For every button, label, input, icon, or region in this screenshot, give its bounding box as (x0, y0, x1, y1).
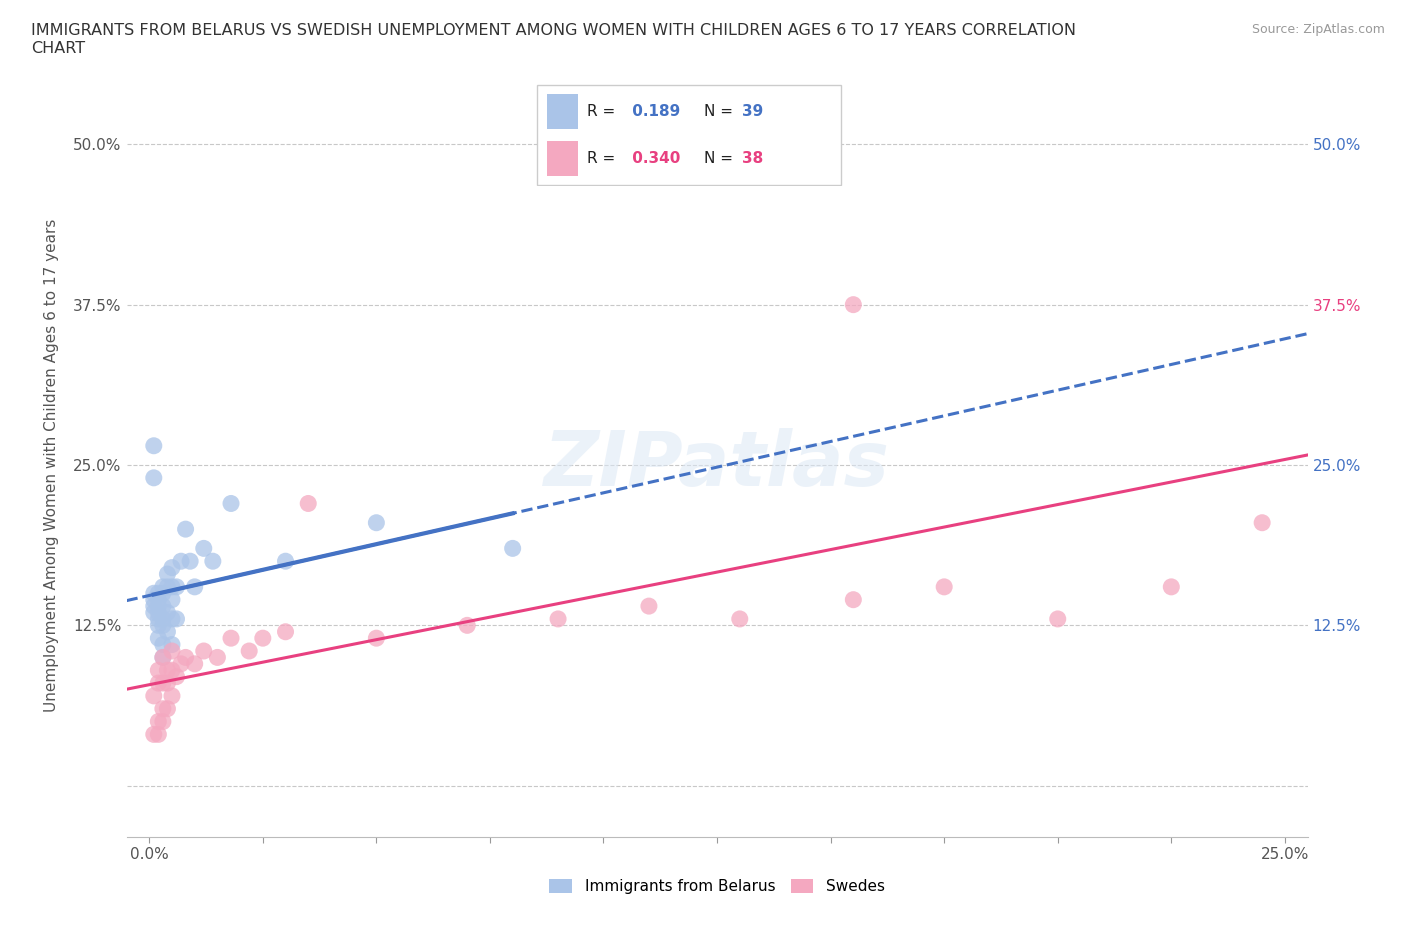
Point (152, 701, 174, 716)
Text: N =: N = (704, 104, 738, 119)
Point (160, 560, 183, 575)
Point (366, 515, 388, 530)
Point (160, 644, 183, 658)
Text: ZIPatlas: ZIPatlas (544, 428, 890, 502)
Point (934, 579, 956, 594)
Point (1251, 515, 1274, 530)
Point (183, 657, 205, 671)
Point (148, 599, 170, 614)
Point (156, 675, 179, 690)
Point (179, 553, 201, 568)
Point (152, 650, 174, 665)
Point (142, 586, 165, 601)
Point (148, 618, 170, 632)
Point (148, 675, 170, 690)
Point (156, 605, 179, 620)
Point (152, 618, 174, 632)
Point (174, 650, 197, 665)
Bar (547, 141, 578, 176)
Point (142, 471, 165, 485)
Text: 0.340: 0.340 (627, 151, 681, 166)
Point (148, 663, 170, 678)
Point (142, 727, 165, 742)
Point (148, 586, 170, 601)
Point (148, 605, 170, 620)
Text: 0.189: 0.189 (627, 104, 681, 119)
Point (193, 644, 215, 658)
Point (152, 599, 174, 614)
Point (166, 579, 188, 594)
Point (207, 650, 229, 665)
Point (152, 612, 174, 627)
Point (156, 624, 179, 639)
Point (152, 675, 174, 690)
Point (160, 637, 183, 652)
Text: 38: 38 (741, 151, 763, 166)
Legend: Immigrants from Belarus, Swedes: Immigrants from Belarus, Swedes (543, 872, 891, 900)
Text: R =: R = (586, 151, 620, 166)
Point (160, 612, 183, 627)
Point (366, 631, 388, 645)
Point (160, 663, 183, 678)
Point (142, 599, 165, 614)
Point (219, 496, 242, 511)
FancyBboxPatch shape (537, 85, 841, 185)
Point (160, 592, 183, 607)
Point (219, 631, 242, 645)
Point (502, 541, 524, 556)
Text: 39: 39 (741, 104, 763, 119)
Point (238, 644, 260, 658)
Point (193, 541, 215, 556)
Point (166, 670, 188, 684)
Point (201, 553, 224, 568)
Point (183, 579, 205, 594)
Point (142, 688, 165, 703)
Point (456, 618, 478, 632)
Text: R =: R = (586, 104, 620, 119)
Point (148, 727, 170, 742)
Point (142, 438, 165, 453)
Point (142, 592, 165, 607)
Point (170, 553, 193, 568)
Point (297, 496, 319, 511)
Text: N =: N = (704, 151, 738, 166)
Y-axis label: Unemployment Among Women with Children Ages 6 to 17 years: Unemployment Among Women with Children A… (45, 219, 59, 711)
Point (274, 624, 297, 639)
Point (170, 657, 193, 671)
Point (160, 579, 183, 594)
Point (152, 586, 174, 601)
Point (1160, 579, 1182, 594)
Point (148, 631, 170, 645)
Point (547, 612, 569, 627)
Point (142, 605, 165, 620)
Point (166, 612, 188, 627)
Point (152, 650, 174, 665)
Point (156, 566, 179, 581)
Point (148, 592, 170, 607)
Bar (547, 94, 578, 128)
Point (252, 631, 274, 645)
Point (156, 663, 179, 678)
Point (638, 599, 661, 614)
Point (152, 579, 174, 594)
Text: Source: ZipAtlas.com: Source: ZipAtlas.com (1251, 23, 1385, 36)
Point (728, 612, 751, 627)
Point (148, 612, 170, 627)
Point (156, 701, 179, 716)
Point (156, 579, 179, 594)
Point (274, 553, 297, 568)
Point (152, 637, 174, 652)
Point (1046, 612, 1069, 627)
Text: IMMIGRANTS FROM BELARUS VS SWEDISH UNEMPLOYMENT AMONG WOMEN WITH CHILDREN AGES 6: IMMIGRANTS FROM BELARUS VS SWEDISH UNEMP… (31, 23, 1076, 56)
Point (174, 522, 197, 537)
Point (152, 714, 174, 729)
Point (160, 688, 183, 703)
Point (148, 714, 170, 729)
Point (842, 592, 865, 607)
Point (842, 298, 865, 312)
